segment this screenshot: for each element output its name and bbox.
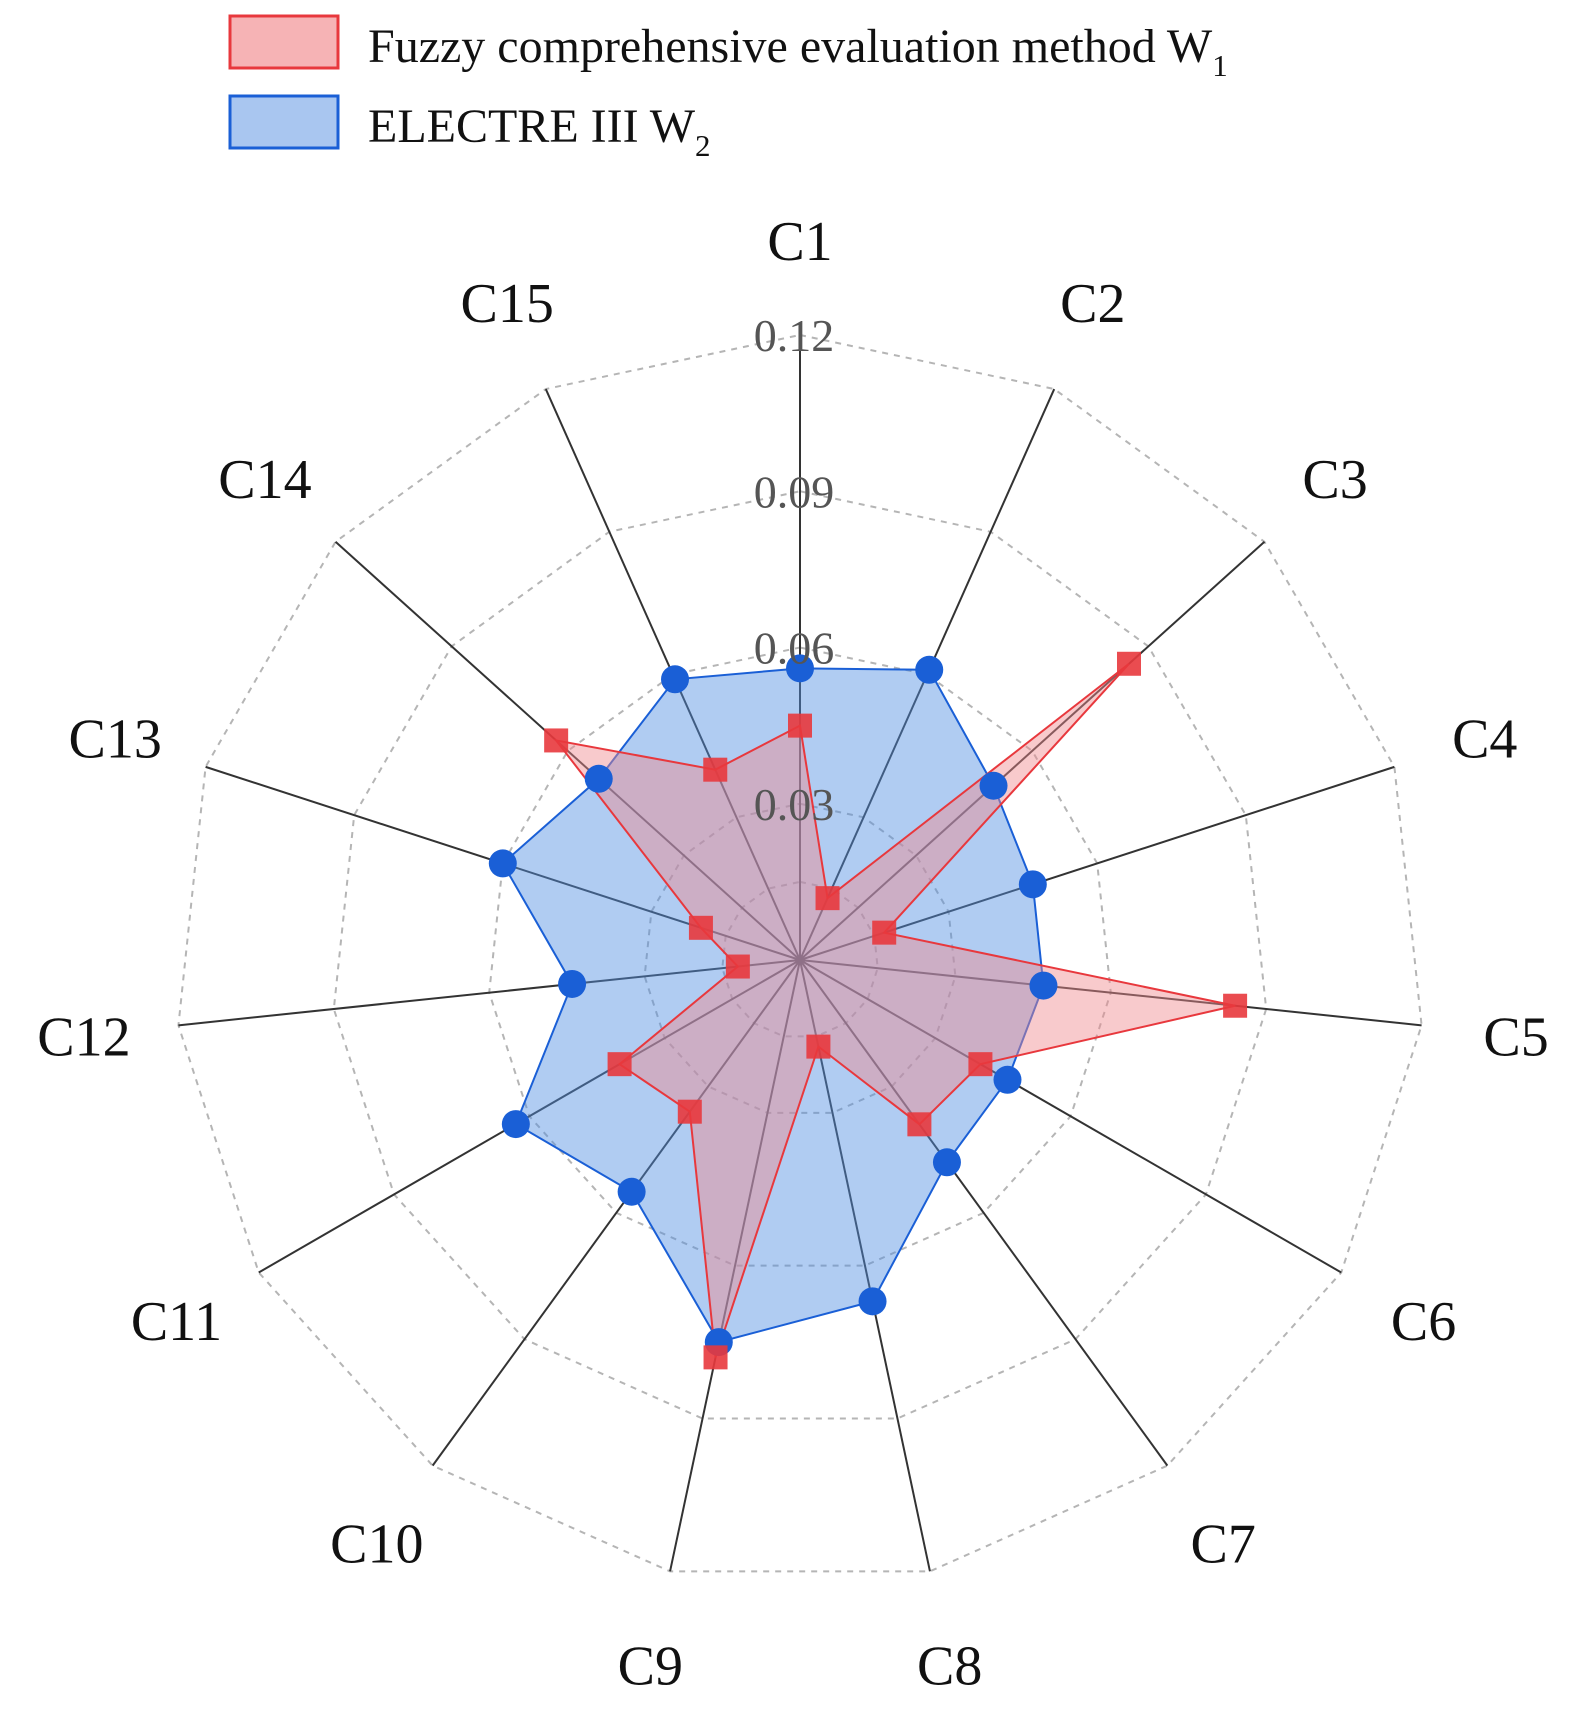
spoke-c6	[799, 959, 1342, 1274]
spoke-c11	[258, 959, 801, 1274]
series-2-marker-c2	[915, 655, 944, 684]
series-area-1	[553, 662, 1236, 1358]
category-label-c15: C15	[460, 273, 553, 335]
spoke-c5	[799, 959, 1422, 1027]
r-tick-label: 0.06	[754, 623, 835, 674]
tick-layer: 0.03 0.06 0.09 0.12	[754, 310, 835, 830]
series-1-marker-c7	[907, 1112, 932, 1137]
series-layer	[488, 651, 1248, 1370]
grid-ring-4	[332, 490, 1268, 1420]
series-1-marker-c10	[677, 1099, 702, 1124]
series-1-marker-c11	[607, 1052, 632, 1077]
category-label-c8: C8	[917, 1635, 982, 1697]
spoke-c8	[799, 959, 931, 1572]
series-1-marker-c4	[872, 920, 897, 945]
grid-layer	[177, 333, 1423, 1573]
spoke-c3	[799, 541, 1266, 961]
series-2-marker-c3	[979, 771, 1008, 800]
series-2-marker-c12	[558, 969, 587, 998]
legend-label-series-2: ELECTRE III W2	[368, 100, 711, 163]
category-label-c3: C3	[1302, 449, 1367, 511]
spoke-c7	[799, 959, 1169, 1467]
category-label-c2: C2	[1060, 273, 1125, 335]
legend-label-series-1: Fuzzy comprehensive evaluation method W1	[368, 20, 1228, 83]
category-label-layer: C1 C2 C3 C4 C5 C6 C7 C8 C9 C10 C11 C12 C13 C14 C15	[37, 211, 1548, 1697]
category-label-c9: C9	[618, 1635, 683, 1697]
series-1-marker-c3	[1116, 651, 1141, 676]
series-2-marker-c1	[786, 654, 814, 683]
legend-swatch-series-2	[228, 94, 340, 150]
series-2-marker-c13	[488, 849, 517, 878]
series-2-marker-c8	[858, 1287, 887, 1316]
series-1-marker-c8	[806, 1034, 831, 1059]
series-2-marker-c10	[617, 1177, 646, 1206]
series-1-marker-c9	[703, 1345, 728, 1370]
category-label-c4: C4	[1452, 709, 1517, 771]
series-1-marker-c1	[788, 713, 812, 738]
series-2-marker-c5	[1029, 971, 1058, 1000]
spoke-c12	[178, 959, 801, 1027]
series-2-marker-c6	[993, 1065, 1022, 1094]
spoke-layer	[178, 335, 1422, 1572]
spoke-c9	[669, 959, 801, 1572]
category-label-c12: C12	[37, 1006, 130, 1068]
grid-ring-3	[488, 646, 1112, 1267]
grid-ring-5	[177, 333, 1423, 1573]
spoke-c10	[431, 959, 801, 1467]
series-2-marker-c14	[584, 764, 613, 793]
category-label-c11: C11	[131, 1291, 222, 1353]
legend-swatch-series-1	[228, 14, 340, 70]
series-1-marker-c5	[1223, 993, 1248, 1018]
spoke-c4	[799, 765, 1395, 961]
r-tick-label: 0.09	[754, 466, 835, 517]
r-tick-label: 0.03	[754, 779, 835, 830]
category-label-c13: C13	[69, 709, 162, 771]
series-1-marker-c6	[968, 1052, 993, 1077]
series-area-2	[501, 667, 1045, 1344]
series-1-marker-c2	[815, 886, 840, 911]
r-tick-label: 0.12	[754, 310, 835, 361]
grid-ring-1	[721, 880, 879, 1038]
category-label-c10: C10	[330, 1513, 423, 1575]
series-2-marker-c4	[1018, 870, 1047, 899]
category-label-c1: C1	[767, 211, 832, 273]
category-label-c7: C7	[1191, 1513, 1256, 1575]
series-2-marker-c11	[501, 1110, 530, 1139]
category-label-c6: C6	[1391, 1291, 1456, 1353]
series-2-marker-c15	[661, 665, 690, 694]
series-1-marker-c15	[703, 757, 728, 782]
category-label-c5: C5	[1483, 1006, 1548, 1068]
legend: Fuzzy comprehensive evaluation method W1…	[228, 14, 1228, 163]
series-2-marker-c7	[932, 1148, 961, 1177]
category-label-c14: C14	[218, 449, 311, 511]
series-1-marker-c12	[725, 954, 750, 979]
series-1-marker-c14	[544, 728, 569, 753]
series-1-marker-c13	[688, 915, 713, 940]
